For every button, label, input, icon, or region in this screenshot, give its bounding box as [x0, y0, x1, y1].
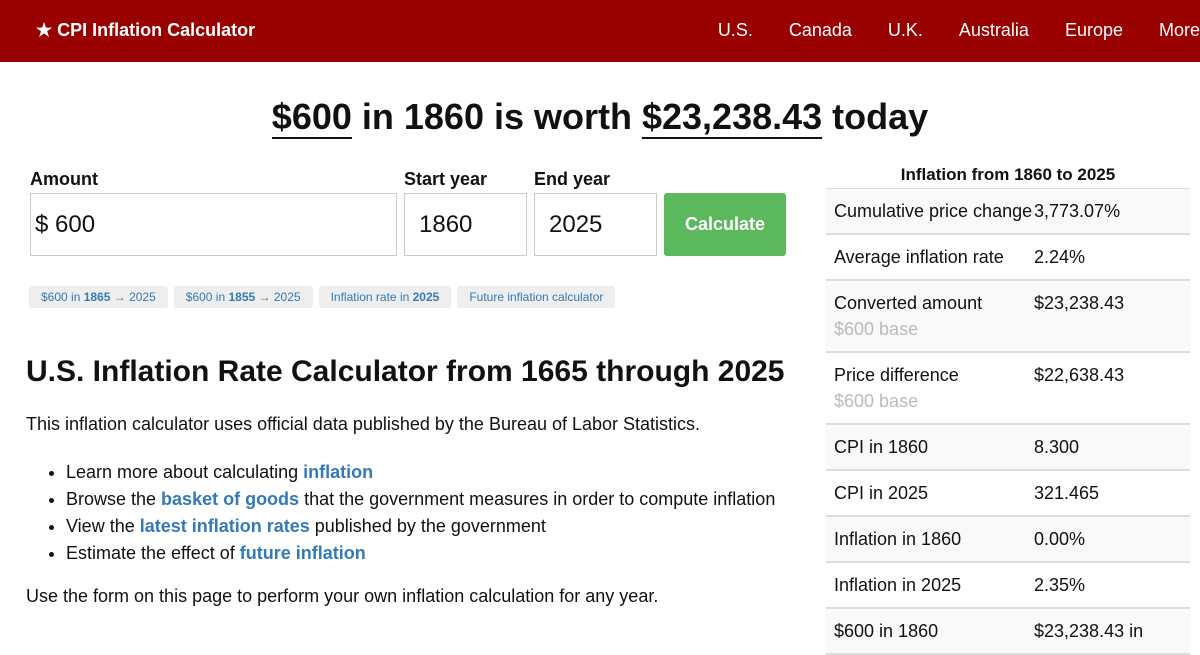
table-row: Converted amount $600 base $23,238.43	[826, 281, 1190, 353]
nav-canada[interactable]: Canada	[788, 20, 852, 40]
start-year-input[interactable]: 1860	[404, 193, 527, 256]
chip-bold: 1855	[228, 290, 256, 304]
chip-bold: 2025	[412, 290, 440, 304]
bullet-list: Learn more about calculating inflation B…	[66, 459, 775, 567]
row-key: Inflation in 2025	[834, 575, 962, 595]
table-row: CPI in 1860 8.300	[826, 425, 1190, 471]
row-value: $23,238.43 in	[1034, 621, 1144, 641]
row-label: CPI in 2025	[834, 480, 1034, 506]
item-text: Estimate the effect of	[66, 543, 240, 563]
row-sub: $600 base	[834, 391, 919, 411]
table-row: Cumulative price change 3,773.07%	[826, 189, 1190, 235]
summary-title: Inflation from 1860 to 2025	[826, 160, 1190, 189]
start-year-label: Start year	[404, 169, 488, 189]
nav-more[interactable]: More	[1158, 20, 1200, 40]
table-row: Price difference $600 base $22,638.43	[826, 353, 1190, 425]
row-label: Average inflation rate	[834, 244, 1034, 270]
future-inflation-link[interactable]: future inflation	[239, 543, 366, 563]
table-row: $600 in 1860 $23,238.43 in	[826, 609, 1190, 655]
list-item: Learn more about calculating inflation	[66, 459, 775, 486]
chip-future[interactable]: Future inflation calculator	[457, 286, 616, 308]
list-item: Browse the basket of goods that the gove…	[66, 486, 775, 513]
item-text: View the	[66, 516, 140, 536]
chip-text: $600 in	[41, 290, 84, 304]
amount-input[interactable]: $ 600	[30, 193, 397, 256]
quick-links: $600 in 1865 → 2025 $600 in 1855 → 2025 …	[29, 286, 616, 308]
item-text: Browse the	[66, 489, 162, 509]
nav-uk[interactable]: U.K.	[887, 20, 923, 40]
row-key: Inflation in 1860	[834, 529, 962, 549]
chip-text: → 2025	[255, 290, 301, 304]
nav-us[interactable]: U.S.	[717, 20, 753, 40]
headline-text: in 1860 is worth	[351, 96, 642, 137]
chip-rate-2025[interactable]: Inflation rate in 2025	[318, 286, 452, 308]
chip-text: → 2025	[110, 290, 156, 304]
row-key: CPI in 2025	[834, 483, 929, 503]
table-row: Average inflation rate 2.24%	[826, 235, 1190, 281]
chip-1865[interactable]: $600 in 1865 → 2025	[29, 286, 168, 308]
end-year-label: End year	[534, 169, 611, 189]
row-label: Inflation in 1860	[834, 526, 1034, 552]
row-key: Cumulative price change	[834, 201, 1033, 221]
row-key: $600 in 1860	[834, 621, 939, 641]
table-row: CPI in 2025 321.465	[826, 471, 1190, 517]
headline-end: today	[822, 96, 929, 137]
row-value: 0.00%	[1034, 529, 1086, 549]
row-value: 2.24%	[1034, 247, 1086, 267]
outro-text: Use the form on this page to perform you…	[26, 586, 659, 606]
table-row: Inflation in 2025 2.35%	[826, 563, 1190, 609]
row-key: CPI in 1860	[834, 437, 929, 457]
article-title: U.S. Inflation Rate Calculator from 1665…	[26, 355, 785, 388]
row-label: $600 in 1860	[834, 618, 1034, 644]
headline-amount: $600	[271, 96, 352, 139]
chip-text: Inflation rate in	[330, 290, 413, 304]
list-item: View the latest inflation rates publishe…	[66, 513, 775, 540]
row-label: Cumulative price change	[834, 198, 1034, 224]
top-nav: ★ CPI Inflation Calculator U.S. Canada U…	[0, 0, 1200, 62]
inflation-link[interactable]: inflation	[303, 462, 374, 482]
row-label: CPI in 1860	[834, 434, 1034, 460]
row-value: 2.35%	[1034, 575, 1086, 595]
nav-europe[interactable]: Europe	[1064, 20, 1123, 40]
chip-text: $600 in	[185, 290, 229, 304]
row-value: $22,638.43	[1034, 365, 1125, 385]
row-key: Converted amount	[834, 293, 983, 313]
result-headline: $600 in 1860 is worth $23,238.43 today	[0, 96, 1200, 139]
row-value: $23,238.43	[1034, 293, 1125, 313]
row-value: 321.465	[1034, 483, 1100, 503]
chip-bold: 1865	[83, 290, 111, 304]
row-value: 8.300	[1034, 437, 1080, 457]
item-text: Learn more about calculating	[66, 462, 304, 482]
table-row: Inflation in 1860 0.00%	[826, 517, 1190, 563]
row-label: Price difference $600 base	[834, 362, 1034, 414]
latest-rates-link[interactable]: latest inflation rates	[139, 516, 310, 536]
row-label: Inflation in 2025	[834, 572, 1034, 598]
amount-label: Amount	[30, 169, 98, 189]
row-key: Average inflation rate	[834, 247, 1004, 267]
summary-table: Inflation from 1860 to 2025 Cumulative p…	[826, 160, 1190, 655]
row-value: 3,773.07%	[1034, 201, 1121, 221]
item-text: that the government measures in order to…	[299, 489, 776, 509]
row-key: Price difference	[834, 365, 959, 385]
headline-value: $23,238.43	[641, 96, 823, 139]
nav-australia[interactable]: Australia	[958, 20, 1029, 40]
chip-text: Future inflation calculator	[469, 290, 604, 304]
chip-1855[interactable]: $600 in 1855 → 2025	[173, 286, 313, 308]
list-item: Estimate the effect of future inflation	[66, 540, 775, 567]
nav-links: U.S. Canada U.K. Australia Europe More	[682, 20, 1200, 41]
calculate-button[interactable]: Calculate	[664, 193, 786, 256]
row-sub: $600 base	[834, 319, 919, 339]
brand-link[interactable]: ★ CPI Inflation Calculator	[36, 20, 256, 40]
basket-link[interactable]: basket of goods	[161, 489, 300, 509]
intro-text: This inflation calculator uses official …	[26, 414, 701, 434]
row-label: Converted amount $600 base	[834, 290, 1034, 342]
end-year-input[interactable]: 2025	[534, 193, 657, 256]
item-text: published by the government	[309, 516, 546, 536]
